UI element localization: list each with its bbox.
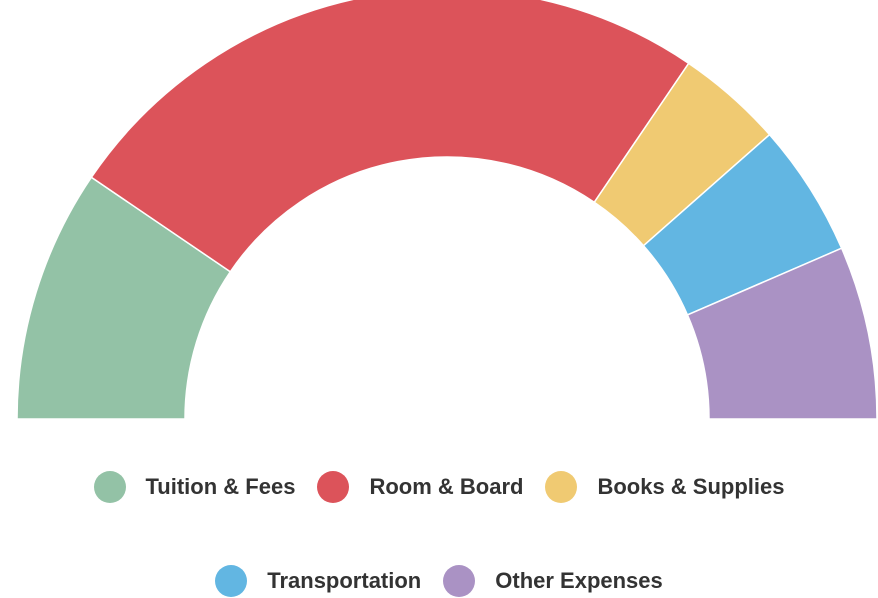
legend-swatch xyxy=(545,471,578,503)
slice xyxy=(90,0,690,273)
legend-label: Room & Board xyxy=(369,474,524,499)
legend-label: Other Expenses xyxy=(495,568,663,593)
legend-swatch xyxy=(443,565,476,597)
legend: Tuition & Fees Room & Board Books & Suppli… xyxy=(40,470,838,598)
legend-swatch xyxy=(215,565,248,597)
plot xyxy=(16,0,878,420)
legend-swatch xyxy=(93,471,126,503)
legend-label: Books & Supplies xyxy=(597,474,785,499)
legend-item: Tuition & Fees xyxy=(93,470,296,504)
legend-label: Tuition & Fees xyxy=(145,474,296,499)
slice xyxy=(686,247,878,420)
legend-swatch xyxy=(317,471,350,503)
legend-item: Books & Supplies xyxy=(545,470,784,504)
chart: Tuition & Fees Room & Board Books & Suppli… xyxy=(16,0,878,597)
legend-label: Transportation xyxy=(267,568,422,593)
legend-item: Room & Board xyxy=(317,470,523,504)
legend-item: Transportation xyxy=(215,564,421,598)
legend-item: Other Expenses xyxy=(443,564,663,598)
